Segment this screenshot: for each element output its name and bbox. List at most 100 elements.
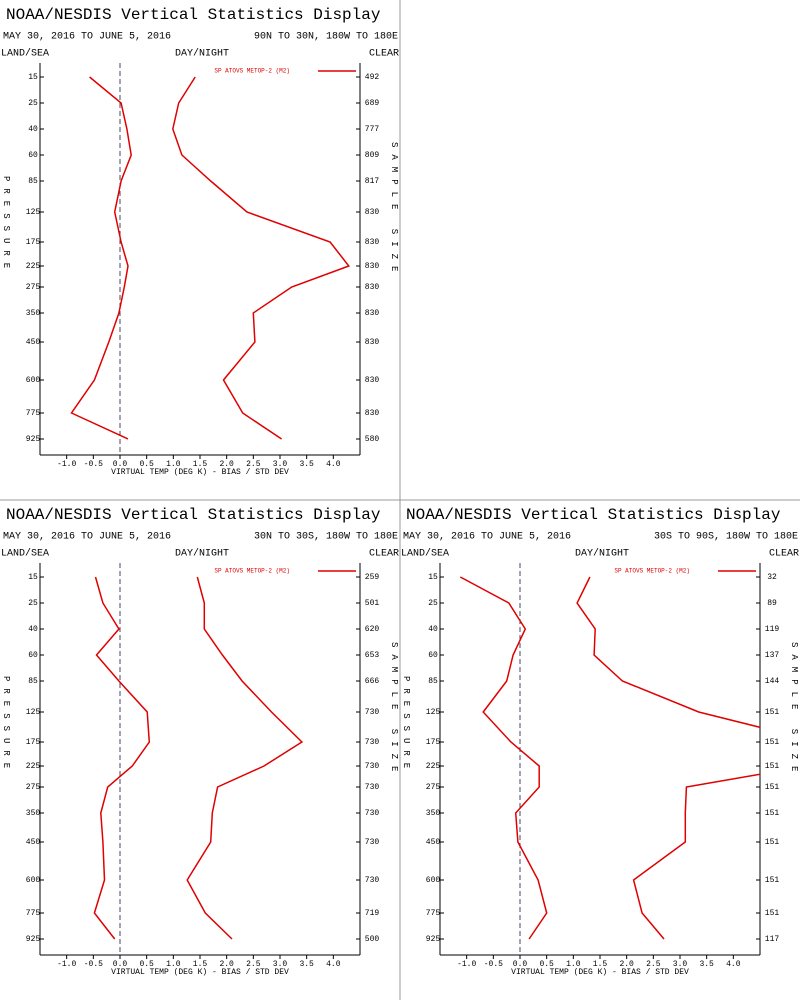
x-tick-label: 2.5 [646,960,661,969]
sample-size: 580 [365,435,380,444]
y-tick-label: 25 [428,599,438,608]
y-tick-label: 60 [28,151,38,160]
x-tick-label: 1.5 [193,960,208,969]
y-tick-label: 125 [426,708,441,717]
y-tick-label: 15 [28,73,38,82]
y-tick-label: 60 [428,651,438,660]
sample-size: 730 [365,738,380,747]
data-line [459,576,548,940]
sample-size: 151 [765,708,780,717]
sample-size: 653 [365,651,380,660]
y-tick-label: 350 [26,309,41,318]
sample-size: 151 [765,909,780,918]
sample-size: 830 [365,238,380,247]
y-tick-label: 60 [28,651,38,660]
sample-size: 620 [365,625,380,634]
y-tick-label: 25 [28,599,38,608]
y-tick-label: 450 [426,838,441,847]
x-tick-label: 3.0 [673,960,688,969]
region: 30N TO 30S, 180W TO 180E [254,532,398,543]
y-tick-label: 600 [426,876,441,885]
y-tick-label: 775 [26,409,41,418]
sample-size: 492 [365,73,380,82]
x-tick-label: -1.0 [457,960,476,969]
y-tick-label: 275 [426,783,441,792]
x-axis-label: VIRTUAL TEMP (DEG K) - BIAS / STD DEV [111,968,289,977]
y-axis-label: PRESSURE [1,176,11,275]
x-tick-label: 3.0 [273,960,288,969]
x-tick-label: 4.0 [726,960,741,969]
sample-size: 151 [765,809,780,818]
title: NOAA/NESDIS Vertical Statistics Display [406,506,781,524]
sample-size: 151 [765,783,780,792]
land-sea: LAND/SEA [1,548,49,560]
sample-size: 830 [365,338,380,347]
sample-size: 817 [365,177,380,186]
sample-size: 830 [365,309,380,318]
subtitle: MAY 30, 2016 TO JUNE 5, 2016 [3,532,171,543]
x-axis-label: VIRTUAL TEMP (DEG K) - BIAS / STD DEV [511,968,689,977]
x-tick-label: 0.0 [113,460,128,469]
sample-size: 119 [765,625,780,634]
legend-label: SP ATOVS METOP-2 (M2) [214,68,290,75]
sample-size: 89 [767,599,777,608]
sample-size: 151 [765,762,780,771]
y-tick-label: 450 [26,838,41,847]
sample-size: 689 [365,99,380,108]
x-tick-label: 3.5 [299,460,314,469]
sample-size: 830 [365,283,380,292]
x-tick-label: 2.0 [219,460,234,469]
x-tick-label: 1.0 [166,960,181,969]
region: 90N TO 30N, 180W TO 180E [254,32,398,43]
sample-size: 151 [765,738,780,747]
region: 30S TO 90S, 180W TO 180E [654,532,798,543]
y-tick-label: 350 [26,809,41,818]
x-tick-label: 4.0 [326,460,341,469]
y-tick-label: 600 [26,376,41,385]
y-tick-label: 85 [28,177,38,186]
y-tick-label: 125 [26,708,41,717]
y-tick-label: 175 [26,738,41,747]
y-tick-label: 15 [28,573,38,582]
day-night: DAY/NIGHT [175,548,229,560]
sample-size: 666 [365,677,380,686]
clear: CLEAR [369,49,399,60]
land-sea: LAND/SEA [401,548,449,560]
land-sea: LAND/SEA [1,48,49,60]
y-tick-label: 25 [28,99,38,108]
x-tick-label: 2.0 [619,960,634,969]
subtitle: MAY 30, 2016 TO JUNE 5, 2016 [403,532,571,543]
x-tick-label: 1.0 [566,960,581,969]
x-tick-label: 2.0 [219,960,234,969]
x-tick-label: 3.5 [299,960,314,969]
day-night: DAY/NIGHT [575,548,629,560]
data-line [93,576,151,940]
y-tick-label: 175 [426,738,441,747]
data-line [576,576,760,940]
y-tick-label: 225 [426,762,441,771]
x-tick-label: -1.0 [57,960,76,969]
sample-size: 32 [767,573,777,582]
y-tick-label: 40 [428,625,438,634]
x-tick-label: 1.5 [193,460,208,469]
y-tick-label: 925 [26,935,41,944]
y-axis-label: PRESSURE [1,676,11,775]
y-tick-label: 225 [26,762,41,771]
y2-axis-label: SAMPLE SIZE [389,642,399,778]
sample-size: 117 [765,935,780,944]
x-tick-label: 3.0 [273,460,288,469]
y-tick-label: 275 [26,283,41,292]
sample-size: 830 [365,262,380,271]
legend-label: SP ATOVS METOP-2 (M2) [214,568,290,575]
x-tick-label: 0.5 [539,960,554,969]
y2-axis-label: SAMPLE SIZE [789,642,799,778]
y-tick-label: 40 [28,125,38,134]
sample-size: 730 [365,762,380,771]
y-tick-label: 40 [28,625,38,634]
sample-size: 501 [365,599,380,608]
sample-size: 730 [365,809,380,818]
y-axis-label: PRESSURE [401,676,411,775]
x-tick-label: 0.5 [139,460,154,469]
x-tick-label: -0.5 [84,960,103,969]
